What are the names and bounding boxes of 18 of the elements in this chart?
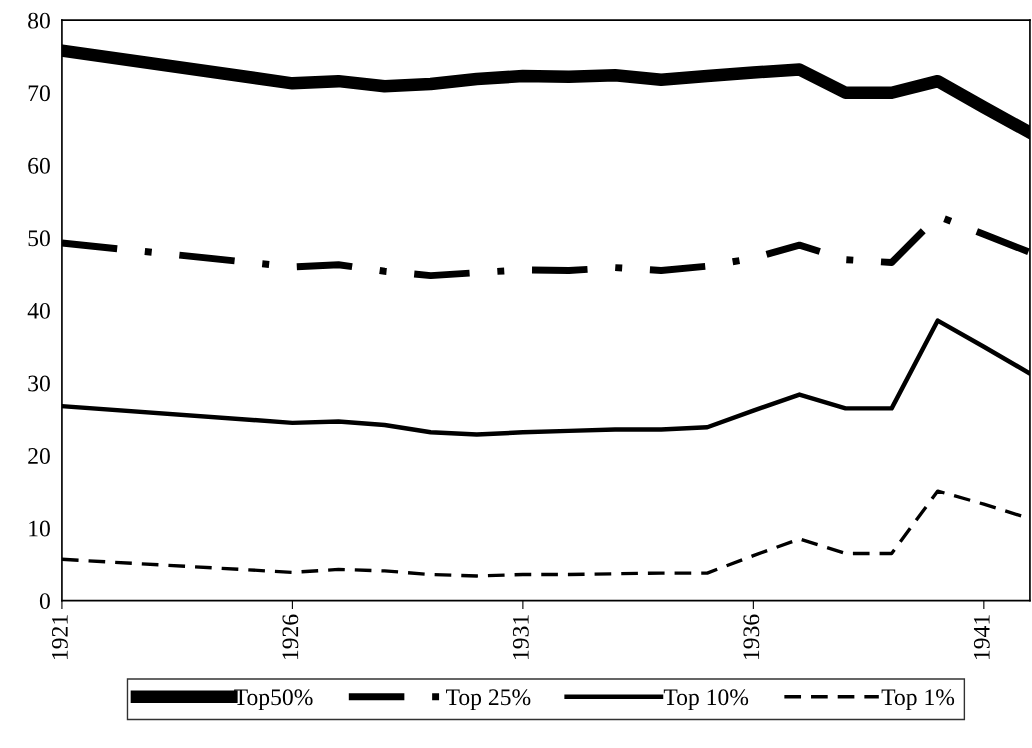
x-tick-label: 1941 xyxy=(973,615,990,659)
y-tick-label: 70 xyxy=(28,85,50,102)
y-tick-label: 30 xyxy=(28,375,50,392)
y-tick-label: 80 xyxy=(28,12,50,29)
legend-label: Top50% xyxy=(234,689,313,711)
y-tick-label: 60 xyxy=(28,157,50,174)
x-tick-label: 1936 xyxy=(743,614,760,659)
x-tick-label: 1926 xyxy=(282,614,299,659)
x-tick-label: 1921 xyxy=(51,615,68,659)
y-tick-label: 40 xyxy=(27,302,50,319)
y-tick-label: 20 xyxy=(28,448,50,464)
y-tick-label: 0 xyxy=(39,593,50,610)
legend-label: Top 1% xyxy=(881,689,955,711)
legend-label: Top 25% xyxy=(446,689,531,711)
y-tick-label: 50 xyxy=(28,230,50,247)
y-tick-label: 10 xyxy=(29,520,50,537)
legend-label: Top 10% xyxy=(663,689,749,711)
x-tick-label: 1931 xyxy=(512,615,529,659)
